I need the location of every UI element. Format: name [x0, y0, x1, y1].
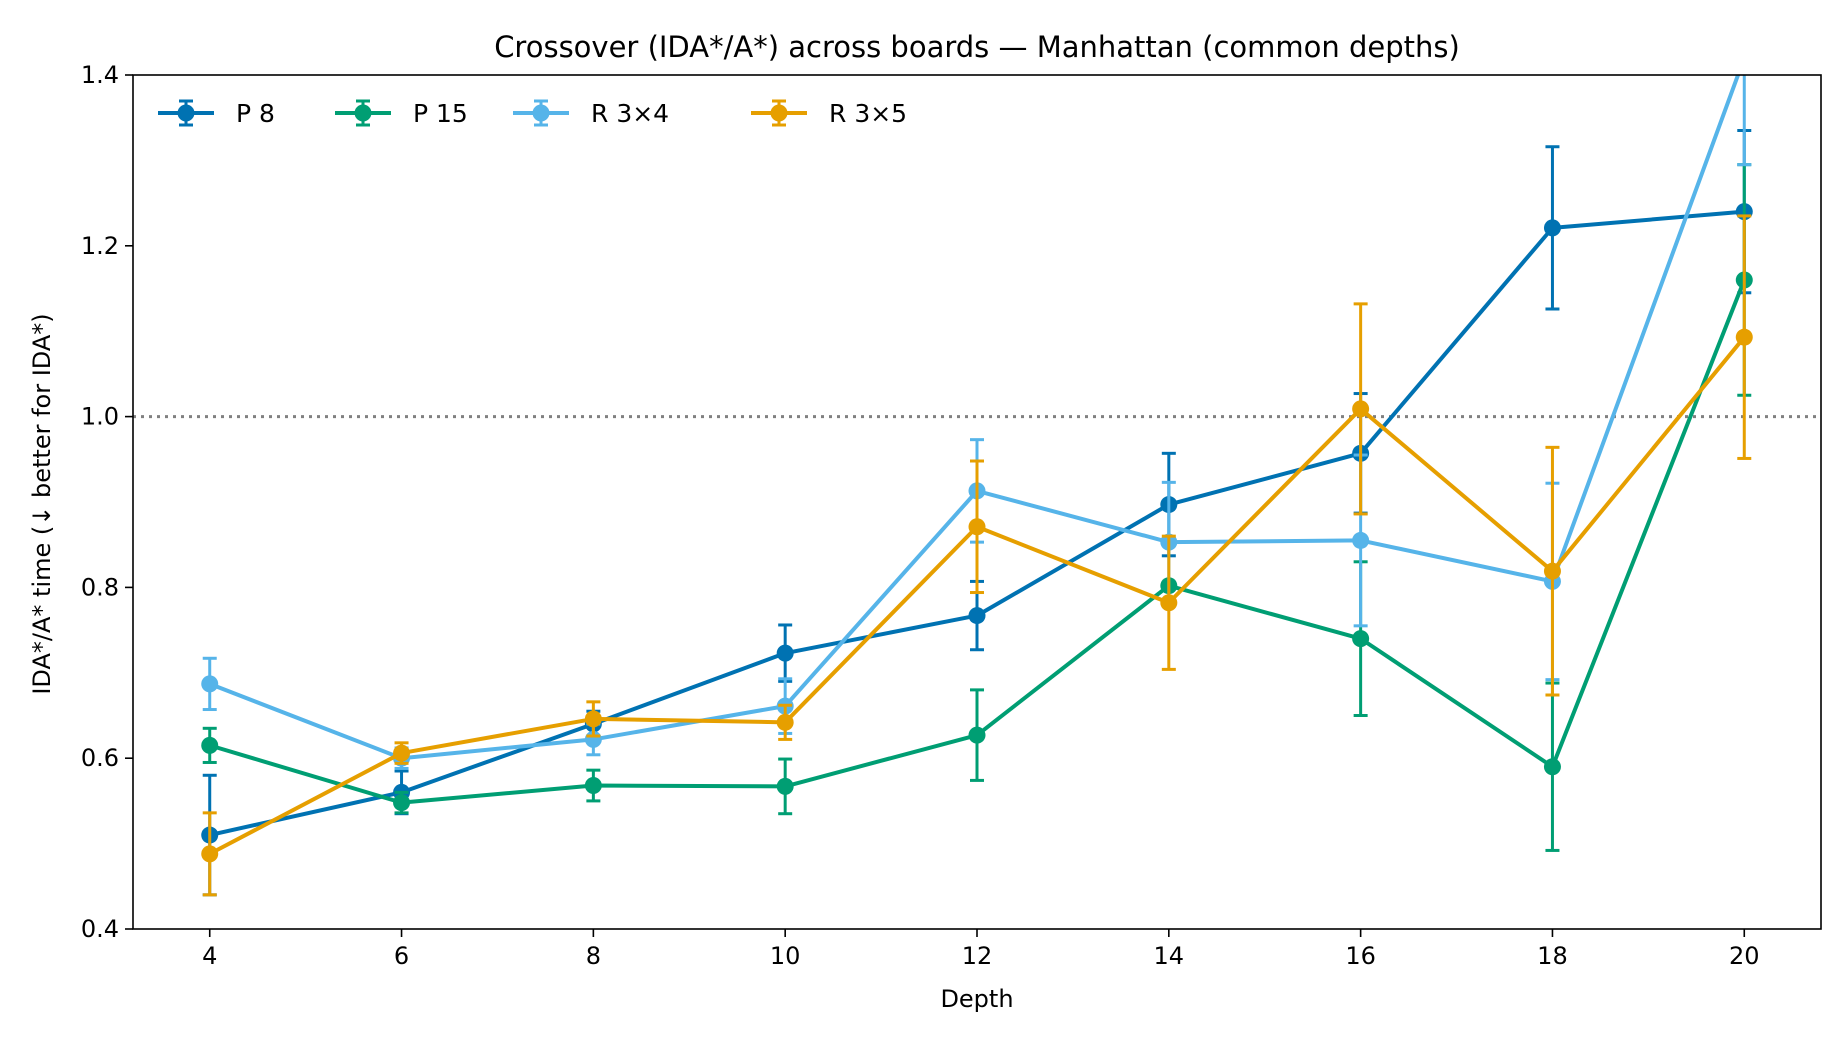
legend-item: R 3×5	[751, 99, 907, 128]
data-point	[776, 777, 794, 795]
x-tick-label: 6	[394, 942, 409, 970]
y-tick-label: 1.4	[81, 61, 119, 89]
data-point	[1736, 49, 1753, 66]
x-tick-label: 10	[770, 942, 801, 970]
series-line	[209, 75, 1741, 761]
y-tick-label: 1.0	[81, 403, 119, 431]
data-point	[776, 713, 794, 731]
data-point	[1352, 400, 1370, 418]
legend-item: P 8	[158, 99, 275, 128]
data-point	[1543, 562, 1561, 580]
x-tick-label: 18	[1537, 942, 1568, 970]
legend-marker	[532, 104, 550, 122]
data-point	[1352, 630, 1370, 648]
series-R 3×5	[201, 214, 1753, 897]
x-axis-label: Depth	[940, 985, 1013, 1013]
legend-item: R 3×4	[513, 99, 669, 128]
data-point	[968, 726, 986, 744]
legend-label: R 3×5	[829, 99, 907, 128]
legend-label: P 15	[413, 99, 468, 128]
data-point	[1352, 531, 1370, 549]
chart-title: Crossover (IDA*/A*) across boards — Manh…	[494, 30, 1460, 64]
y-tick-label: 0.6	[81, 744, 119, 772]
x-tick-label: 16	[1345, 942, 1376, 970]
legend-marker	[770, 104, 788, 122]
legend-marker	[177, 104, 195, 122]
data-point	[1160, 594, 1178, 612]
data-point	[201, 675, 219, 693]
legend: P 8 P 15 R 3×4 R 3×5	[158, 99, 907, 128]
y-axis-label: IDA*/A* time (↓ better for IDA*)	[28, 313, 56, 694]
data-point	[1543, 758, 1561, 776]
x-tick-label: 8	[586, 942, 601, 970]
data-point	[1735, 328, 1753, 346]
x-axis: 4 6 8 10 12 14 16 18 20	[202, 929, 1760, 970]
y-tick-label: 0.4	[81, 915, 119, 943]
legend-marker	[354, 104, 372, 122]
data-point	[393, 744, 411, 762]
data-point	[776, 644, 794, 662]
legend-label: P 8	[236, 99, 275, 128]
data-point	[201, 845, 219, 863]
data-point	[968, 607, 986, 625]
y-tick-label: 0.8	[81, 573, 119, 601]
data-point	[393, 794, 411, 812]
data-point	[968, 518, 986, 536]
x-tick-label: 4	[202, 942, 217, 970]
data-point	[201, 736, 219, 754]
data-point	[584, 710, 602, 728]
legend-label: R 3×4	[591, 99, 669, 128]
legend-item: P 15	[335, 99, 468, 128]
y-tick-label: 1.2	[81, 232, 119, 260]
plot-area	[132, 49, 1822, 930]
x-tick-label: 20	[1729, 942, 1760, 970]
data-point	[1543, 219, 1561, 237]
x-tick-label: 14	[1154, 942, 1185, 970]
y-axis: 0.4 0.6 0.8 1.0 1.2 1.4	[81, 61, 133, 943]
data-point	[584, 777, 602, 795]
x-tick-label: 12	[962, 942, 993, 970]
